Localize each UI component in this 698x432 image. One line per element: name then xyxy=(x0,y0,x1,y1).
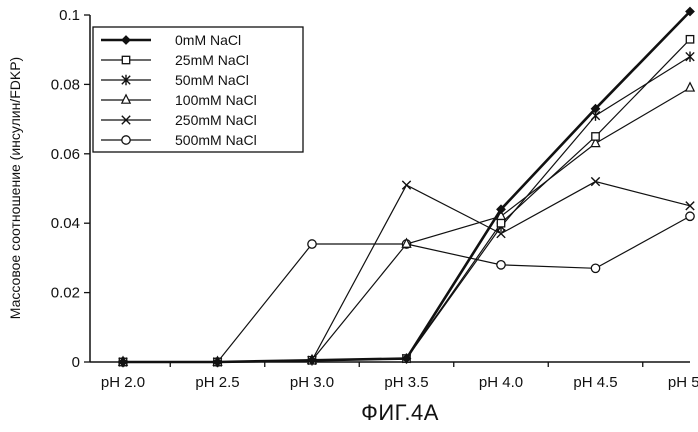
x-tick-label: pH 2.0 xyxy=(101,374,145,391)
series-x xyxy=(118,176,695,367)
data-point xyxy=(684,81,696,92)
legend-item: 0mM NaCl xyxy=(101,32,241,48)
series-line xyxy=(123,180,691,363)
data-point xyxy=(590,176,601,187)
figure-caption: ФИГ.4А xyxy=(361,400,439,425)
legend-item: 50mM NaCl xyxy=(101,72,249,88)
data-point xyxy=(307,355,317,366)
legend-marker xyxy=(121,35,131,45)
data-point xyxy=(590,136,601,148)
data-point xyxy=(307,239,317,249)
data-point xyxy=(685,34,695,44)
x-tick-label: pH 2.5 xyxy=(195,374,239,391)
y-tick-label: 0.1 xyxy=(59,7,80,24)
legend-marker xyxy=(121,135,131,145)
series-circle xyxy=(118,211,695,367)
y-tick-label: 0.02 xyxy=(51,285,80,302)
series-layer xyxy=(117,6,696,368)
legend-marker xyxy=(121,55,131,65)
data-point xyxy=(118,357,128,367)
legend-marker xyxy=(121,74,131,86)
legend-marker xyxy=(120,93,132,104)
data-point xyxy=(496,259,506,270)
x-tick-label: pH 3.5 xyxy=(384,374,428,391)
data-point xyxy=(401,237,412,248)
data-point xyxy=(401,353,412,364)
axes: 0 0.02 0.04 0.06 0.08 0.1 pH 2.0 pH 2.5 pH 3.0 pH… xyxy=(51,7,698,391)
data-point xyxy=(401,180,412,190)
data-point xyxy=(685,211,695,222)
data-point xyxy=(685,201,695,211)
legend-item: 25mM NaCl xyxy=(101,52,249,68)
x-tick-label: pH 4.5 xyxy=(573,374,617,391)
x-tick-label: pH 4.0 xyxy=(479,374,523,391)
legend-item: 100mM NaCl xyxy=(101,92,257,108)
legend: 0mM NaCl 25mM NaCl 50mM NaCl 100mM NaCl 250m… xyxy=(92,26,304,153)
legend-marker xyxy=(121,115,131,125)
legend-box xyxy=(92,26,304,153)
y-tick-label: 0.08 xyxy=(51,76,80,93)
x-tick-label: pH 5.0 xyxy=(668,374,698,391)
legend-item: 250mM NaCl xyxy=(101,112,257,128)
y-tick-label: 0.06 xyxy=(51,146,80,163)
data-point xyxy=(496,204,506,215)
legend-label: 100mM NaCl xyxy=(175,92,257,108)
legend-label: 500mM NaCl xyxy=(175,132,257,148)
y-tick-label: 0 xyxy=(72,354,80,371)
data-point xyxy=(591,132,600,141)
data-point xyxy=(590,263,601,274)
y-tick-label: 0.04 xyxy=(51,215,80,232)
legend-label: 50mM NaCl xyxy=(175,72,249,88)
legend-label: 250mM NaCl xyxy=(175,112,257,128)
data-point xyxy=(685,51,695,62)
legend-item: 500mM NaCl xyxy=(101,132,257,148)
y-axis-label: Массовое соотношение (инсулин/FDKP) xyxy=(7,57,23,319)
data-point xyxy=(685,6,695,17)
data-point xyxy=(590,103,601,114)
data-point xyxy=(212,357,223,367)
legend-label: 0mM NaCl xyxy=(175,32,241,48)
data-point xyxy=(496,218,506,228)
legend-label: 25mM NaCl xyxy=(175,52,249,68)
x-tick-label: pH 3.0 xyxy=(290,374,334,391)
series-filled-diamond xyxy=(118,6,695,367)
